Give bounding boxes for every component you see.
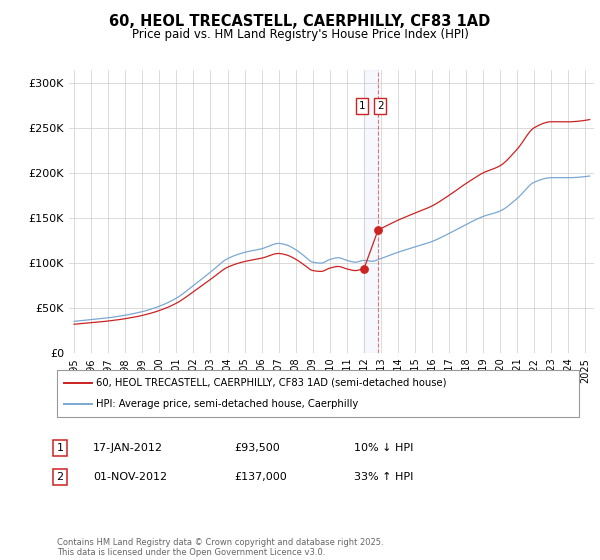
Text: 60, HEOL TRECASTELL, CAERPHILLY, CF83 1AD: 60, HEOL TRECASTELL, CAERPHILLY, CF83 1A…: [109, 14, 491, 29]
Text: £93,500: £93,500: [234, 443, 280, 453]
Text: Contains HM Land Registry data © Crown copyright and database right 2025.
This d: Contains HM Land Registry data © Crown c…: [57, 538, 383, 557]
Point: [373, 225, 383, 234]
Text: 2: 2: [377, 101, 383, 111]
Text: 10% ↓ HPI: 10% ↓ HPI: [354, 443, 413, 453]
Text: 33% ↑ HPI: 33% ↑ HPI: [354, 472, 413, 482]
Text: 1: 1: [359, 101, 365, 111]
Text: 60, HEOL TRECASTELL, CAERPHILLY, CF83 1AD (semi-detached house): 60, HEOL TRECASTELL, CAERPHILLY, CF83 1A…: [96, 378, 446, 388]
Text: 17-JAN-2012: 17-JAN-2012: [93, 443, 163, 453]
Text: 1: 1: [56, 443, 64, 453]
Text: £137,000: £137,000: [234, 472, 287, 482]
Text: 01-NOV-2012: 01-NOV-2012: [93, 472, 167, 482]
Text: 2: 2: [56, 472, 64, 482]
Text: HPI: Average price, semi-detached house, Caerphilly: HPI: Average price, semi-detached house,…: [96, 399, 358, 409]
Text: Price paid vs. HM Land Registry's House Price Index (HPI): Price paid vs. HM Land Registry's House …: [131, 28, 469, 41]
Bar: [364, 70, 378, 353]
Point: [359, 264, 368, 273]
